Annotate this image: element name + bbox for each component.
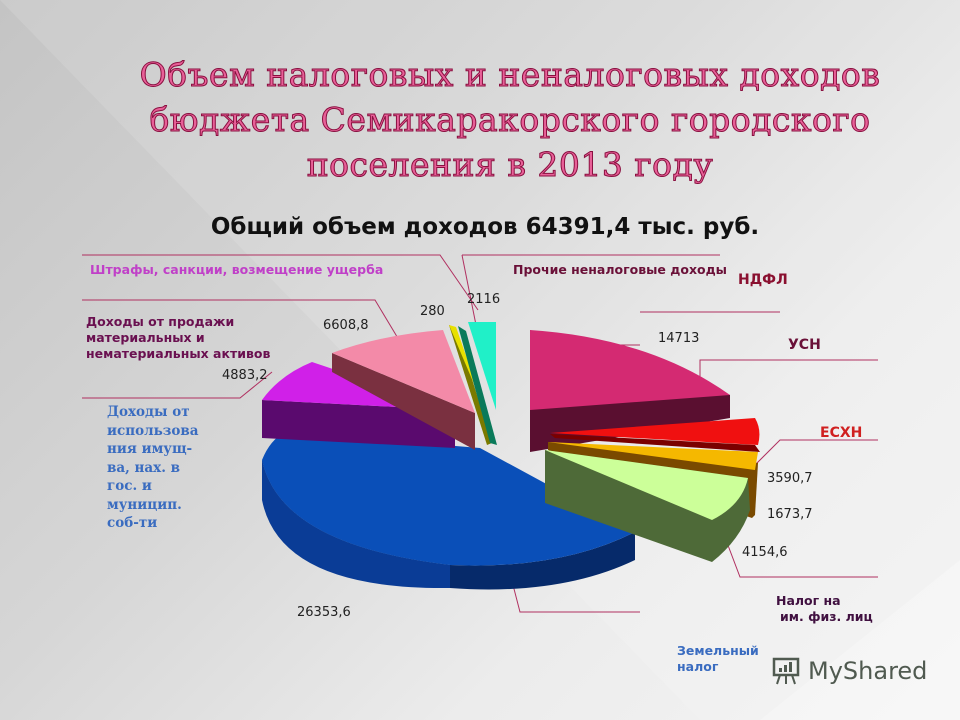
value-usn: 3590,7 — [767, 471, 813, 486]
title-line-1: Объем налоговых и неналоговых доходов — [139, 55, 881, 95]
value-ndfl: 14713 — [658, 331, 700, 346]
chart-subtitle: Общий объем доходов 64391,4 тыс. руб. — [210, 214, 760, 240]
title-line-2: бюджета Семикаракорского городского — [149, 100, 871, 140]
label-prochie: Прочие неналоговые доходы — [513, 262, 727, 277]
label-prodazha: Доходы от продажи материальных и нематер… — [86, 314, 271, 361]
label-zemel: Земельный налог — [677, 643, 759, 674]
value-shtrafy: 280 — [420, 304, 445, 319]
label-shtrafy: Штрафы, санкции, возмещение ущерба — [90, 262, 384, 277]
value-prochie: 2116 — [467, 292, 501, 307]
value-prodazha: 6608,8 — [323, 318, 369, 333]
value-zemel: 26353,6 — [297, 605, 351, 620]
label-usn: УСН — [788, 337, 821, 353]
value-fiz: 4154,6 — [742, 545, 788, 560]
page-title: Объем налоговых и неналоговых доходов бю… — [120, 52, 900, 187]
value-imush: 4883,2 — [222, 368, 268, 383]
watermark: MyShared — [770, 656, 927, 686]
value-eshn: 1673,7 — [767, 507, 813, 522]
presentation-board-icon — [772, 657, 800, 685]
label-ndfl: НДФЛ — [738, 272, 788, 288]
label-imush: Доходы от использова ния имущ- ва, нах. … — [107, 404, 199, 531]
label-eshn: ЕСХН — [820, 425, 863, 441]
watermark-text: MyShared — [808, 657, 928, 685]
label-nalog-fiz: Налог на им. физ. лиц — [776, 593, 873, 624]
title-line-3: поселения в 2013 году — [306, 145, 714, 185]
